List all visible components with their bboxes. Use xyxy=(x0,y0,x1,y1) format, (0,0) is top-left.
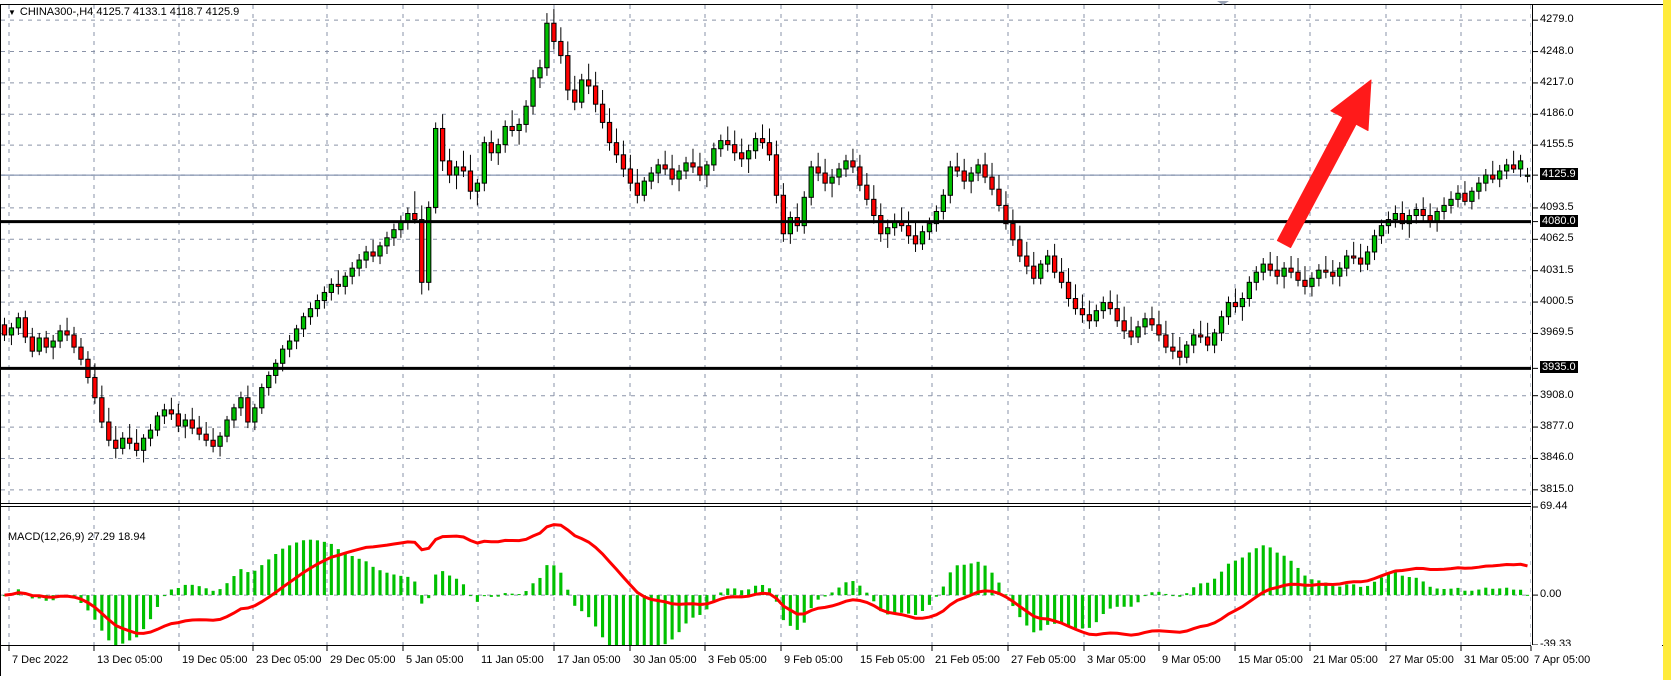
price-axis-label: 4248.0 xyxy=(1540,44,1574,57)
time-axis-label: 19 Dec 05:00 xyxy=(182,654,248,666)
time-axis-label: 9 Mar 05:00 xyxy=(1162,654,1221,666)
time-axis-label: 31 Mar 05:00 xyxy=(1464,654,1529,666)
macd-chart-svg xyxy=(1,507,1531,645)
price-axis-label: 4279.0 xyxy=(1540,13,1574,26)
price-axis-label: 4186.0 xyxy=(1540,107,1574,120)
macd-axis-label: 0.00 xyxy=(1540,588,1562,601)
price-axis-label: 3846.0 xyxy=(1540,451,1574,464)
price-axis-label-highlighted: 4125.9 xyxy=(1540,168,1578,181)
time-axis[interactable]: 7 Dec 2022 13 Dec 05:00 19 Dec 05:00 23 Dec… xyxy=(1,646,1663,676)
price-axis-label: 3969.5 xyxy=(1540,326,1574,339)
time-axis-label: 13 Dec 05:00 xyxy=(97,654,163,666)
macd-pane[interactable] xyxy=(1,507,1531,645)
price-axis-label: 4031.5 xyxy=(1540,263,1574,276)
price-axis-label: 4062.5 xyxy=(1540,232,1574,245)
pane-divider-bottom xyxy=(1,506,1531,507)
symbol-ohlc-text: CHINA300-,H4 4125.7 4133.1 4118.7 4125.9 xyxy=(19,6,240,18)
price-axis[interactable]: 4279.0 4248.0 4217.0 4186.0 4155.5 4125.9 4093… xyxy=(1532,5,1663,650)
time-axis-label: 7 Apr 05:00 xyxy=(1534,654,1591,666)
collapse-caret-icon[interactable]: ▼ xyxy=(8,7,16,17)
time-axis-label: 27 Feb 05:00 xyxy=(1011,654,1076,666)
price-axis-label: 4217.0 xyxy=(1540,75,1574,88)
time-axis-label: 21 Mar 05:00 xyxy=(1313,654,1378,666)
time-axis-label: 3 Feb 05:00 xyxy=(708,654,767,666)
time-axis-label: 3 Mar 05:00 xyxy=(1087,654,1146,666)
time-axis-label: 29 Dec 05:00 xyxy=(330,654,396,666)
price-chart-svg xyxy=(1,5,1531,505)
chart-scroll-handle[interactable] xyxy=(1215,0,1231,6)
price-axis-label: 4155.5 xyxy=(1540,138,1574,151)
price-axis-label-highlighted: 3935.0 xyxy=(1540,361,1578,374)
macd-pane-bottom-border xyxy=(1,645,1531,646)
price-axis-label: 3815.0 xyxy=(1540,482,1574,495)
pane-divider-top xyxy=(1,503,1531,504)
time-axis-label: 11 Jan 05:00 xyxy=(481,654,544,666)
price-axis-label: 4093.5 xyxy=(1540,200,1574,213)
time-axis-label: 7 Dec 2022 xyxy=(12,654,69,666)
time-axis-label: 5 Jan 05:00 xyxy=(406,654,464,666)
time-axis-label: 21 Feb 05:00 xyxy=(935,654,1000,666)
price-axis-label: 3877.0 xyxy=(1540,420,1574,433)
time-axis-label: 27 Mar 05:00 xyxy=(1389,654,1454,666)
price-pane[interactable] xyxy=(1,5,1531,505)
price-axis-svg xyxy=(1533,19,1538,645)
time-axis-label: 15 Feb 05:00 xyxy=(860,654,925,666)
bullish-breakout-arrow[interactable] xyxy=(1276,79,1372,248)
time-axis-label: 17 Jan 05:00 xyxy=(557,654,621,666)
symbol-header[interactable]: ▼ CHINA300-,H4 4125.7 4133.1 4118.7 4125.… xyxy=(8,6,239,18)
macd-axis-label: 69.44 xyxy=(1540,500,1568,512)
time-axis-label: 15 Mar 05:00 xyxy=(1238,654,1303,666)
time-axis-label: 23 Dec 05:00 xyxy=(256,654,322,666)
price-axis-label-highlighted: 4080.0 xyxy=(1540,214,1578,227)
price-axis-label: 3908.0 xyxy=(1540,388,1574,401)
time-axis-label: 30 Jan 05:00 xyxy=(633,654,697,666)
time-axis-ticks-svg xyxy=(8,646,1532,651)
time-axis-label: 9 Feb 05:00 xyxy=(784,654,843,666)
price-axis-label: 4000.5 xyxy=(1540,295,1574,308)
macd-indicator-label[interactable]: MACD(12,26,9) 27.29 18.94 xyxy=(8,531,146,543)
right-accent-strip xyxy=(1663,0,1671,680)
